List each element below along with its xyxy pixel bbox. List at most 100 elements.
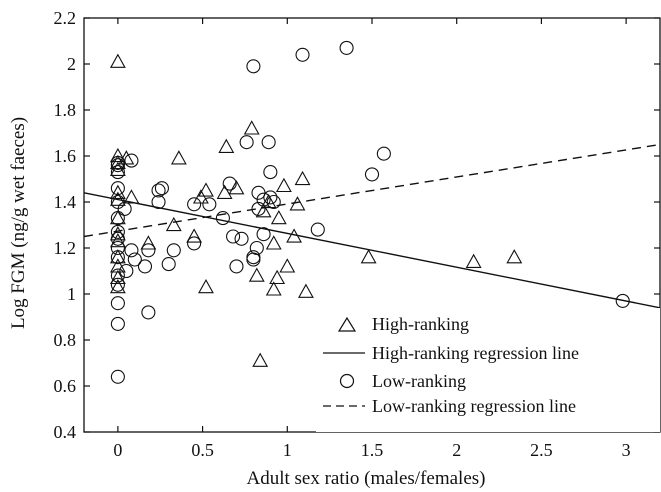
- high-ranking-point: [265, 235, 282, 250]
- high-ranking-point: [286, 228, 303, 243]
- high-ranking-point: [165, 216, 182, 232]
- low-ranking-point: [222, 176, 237, 191]
- x-tick-label: 2: [452, 440, 461, 460]
- low-ranking-point: [256, 192, 271, 207]
- high-ranking-regression-line: [84, 192, 660, 309]
- high-ranking-point: [109, 184, 126, 199]
- high-ranking-point: [248, 267, 265, 282]
- x-tick-label: 2.5: [530, 440, 553, 460]
- high-ranking-point: [216, 184, 233, 199]
- high-ranking-point: [186, 228, 203, 243]
- low-ranking-point: [215, 211, 230, 226]
- low-ranking-point: [376, 146, 391, 161]
- low-ranking-point: [202, 197, 217, 212]
- high-ranking-point: [269, 269, 286, 285]
- low-ranking-point: [110, 277, 125, 292]
- x-tick-label: 1.5: [361, 440, 384, 460]
- legend-triangle-marker: [337, 316, 357, 332]
- low-ranking-point: [154, 181, 169, 196]
- low-ranking-point: [117, 201, 132, 216]
- x-tick-label: 0.5: [191, 440, 214, 460]
- legend-box: [316, 308, 660, 432]
- low-ranking-point: [119, 263, 134, 279]
- low-ranking-point: [151, 194, 166, 210]
- high-ranking-point: [109, 53, 126, 68]
- low-ranking-point: [339, 40, 354, 55]
- low-ranking-point: [249, 240, 264, 256]
- high-ranking-point: [198, 278, 214, 294]
- low-ranking-point: [246, 59, 261, 74]
- low-ranking-point: [124, 243, 139, 258]
- low-ranking-regression-line: [84, 143, 660, 238]
- low-ranking-point: [110, 369, 125, 384]
- low-ranking-point: [261, 135, 276, 150]
- y-tick-label: 0.4: [54, 422, 77, 442]
- y-tick-label: 0.6: [54, 376, 77, 396]
- legend-label: Low-ranking regression line: [372, 396, 576, 416]
- low-ranking-point: [310, 222, 325, 237]
- low-ranking-point: [110, 158, 125, 173]
- low-ranking-point: [263, 190, 278, 205]
- legend-item-high-ranking: High-ranking: [337, 314, 469, 334]
- high-ranking-point: [360, 249, 377, 264]
- high-ranking-point: [198, 182, 214, 197]
- legend-item-low-ranking: Low-ranking: [339, 371, 466, 391]
- high-ranking-point: [109, 269, 126, 285]
- low-ranking-point: [110, 231, 125, 246]
- high-ranking-point: [265, 281, 282, 296]
- legend-label: High-ranking: [372, 314, 469, 334]
- high-ranking-point: [279, 258, 296, 273]
- high-ranking-point: [109, 191, 126, 206]
- series-layer: [84, 40, 660, 384]
- high-ranking-point: [275, 177, 292, 193]
- y-tick-label: 0.8: [54, 330, 77, 350]
- low-ranking-point: [127, 252, 142, 267]
- low-ranking-point: [141, 243, 156, 258]
- high-ranking-point: [109, 249, 126, 264]
- low-ranking-point: [229, 259, 244, 274]
- y-tick-label: 2: [67, 54, 76, 74]
- y-tick-label: 1.2: [54, 238, 77, 258]
- x-tick-label: 3: [622, 440, 631, 460]
- low-ranking-point: [110, 211, 125, 226]
- x-tick-label: 0: [113, 440, 122, 460]
- low-ranking-point: [151, 183, 166, 198]
- high-ranking-point: [109, 232, 126, 248]
- low-ranking-point: [161, 257, 176, 272]
- low-ranking-point: [251, 201, 266, 216]
- low-ranking-point: [110, 296, 125, 311]
- legend: High-ranking High-ranking regression lin…: [316, 308, 660, 432]
- high-ranking-point: [218, 138, 235, 153]
- y-tick-label: 1.8: [54, 100, 77, 120]
- low-ranking-point: [141, 305, 156, 320]
- high-ranking-point: [140, 235, 157, 250]
- high-ranking-point: [252, 352, 269, 367]
- high-ranking-point: [294, 170, 311, 186]
- low-ranking-point: [187, 197, 202, 212]
- high-ranking-point: [109, 278, 126, 294]
- legend-label: High-ranking regression line: [372, 343, 579, 363]
- low-ranking-point: [615, 293, 630, 308]
- high-ranking-point: [289, 196, 306, 211]
- low-ranking-point: [110, 316, 125, 331]
- low-ranking-point: [110, 268, 125, 283]
- legend-label: Low-ranking: [372, 371, 466, 391]
- high-ranking-point: [243, 120, 260, 135]
- high-ranking-point: [109, 209, 126, 225]
- legend-circle-marker: [339, 373, 355, 389]
- high-ranking-point: [123, 189, 140, 204]
- y-tick-label: 1.4: [54, 192, 77, 212]
- low-ranking-point: [239, 135, 254, 150]
- low-ranking-point: [110, 224, 125, 239]
- low-ranking-point: [110, 181, 125, 196]
- low-ranking-point: [166, 243, 181, 258]
- low-ranking-point: [295, 47, 310, 62]
- x-tick-label: 1: [283, 440, 292, 460]
- y-tick-label: 2.2: [54, 8, 77, 28]
- low-ranking-point: [110, 250, 125, 265]
- high-ranking-point: [506, 249, 523, 264]
- high-ranking-point: [170, 150, 187, 165]
- high-ranking-point: [109, 154, 126, 170]
- legend-item-low-ranking-regression: Low-ranking regression line: [323, 396, 576, 416]
